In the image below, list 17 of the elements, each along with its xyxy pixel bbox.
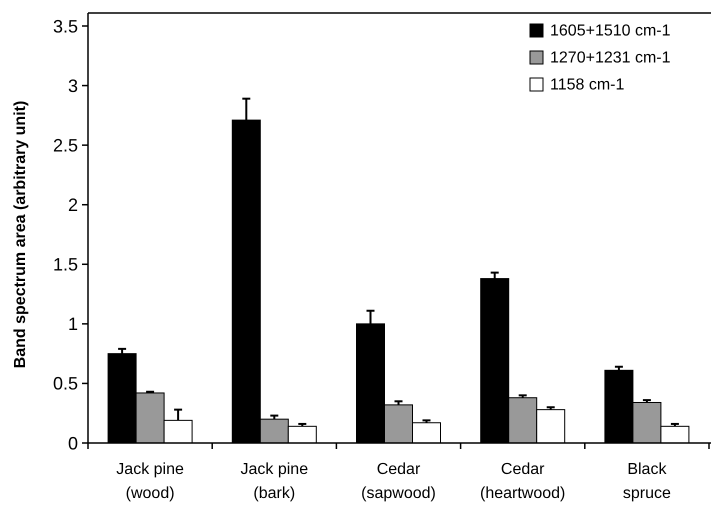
y-tick-label: 1 bbox=[68, 314, 78, 334]
y-tick-label: 0.5 bbox=[52, 374, 78, 394]
x-tick-label: Jack pine (bark) bbox=[240, 461, 308, 502]
legend-label: 1270+1231 cm-1 bbox=[550, 50, 671, 67]
y-tick-label: 0 bbox=[68, 433, 78, 454]
x-tick-label: Jack pine (wood) bbox=[116, 461, 184, 502]
y-tick-label: 2 bbox=[68, 195, 78, 216]
x-tick-label: Cedar (heartwood) bbox=[480, 461, 566, 502]
y-axis-title: Band spectrum area (arbitrary unit) bbox=[12, 100, 29, 368]
y-tick-label: 3 bbox=[68, 76, 78, 96]
y-tick-label: 2.5 bbox=[52, 135, 78, 156]
legend-label: 1158 cm-1 bbox=[550, 76, 625, 94]
y-tick-label: 3.5 bbox=[52, 16, 78, 36]
y-tick-label: 1.5 bbox=[52, 254, 78, 275]
x-tick-label: Cedar (sapwood) bbox=[361, 461, 436, 502]
x-tick-label: Black spruce bbox=[622, 461, 672, 502]
legend-label: 1605+1510 cm-1 bbox=[550, 22, 671, 40]
